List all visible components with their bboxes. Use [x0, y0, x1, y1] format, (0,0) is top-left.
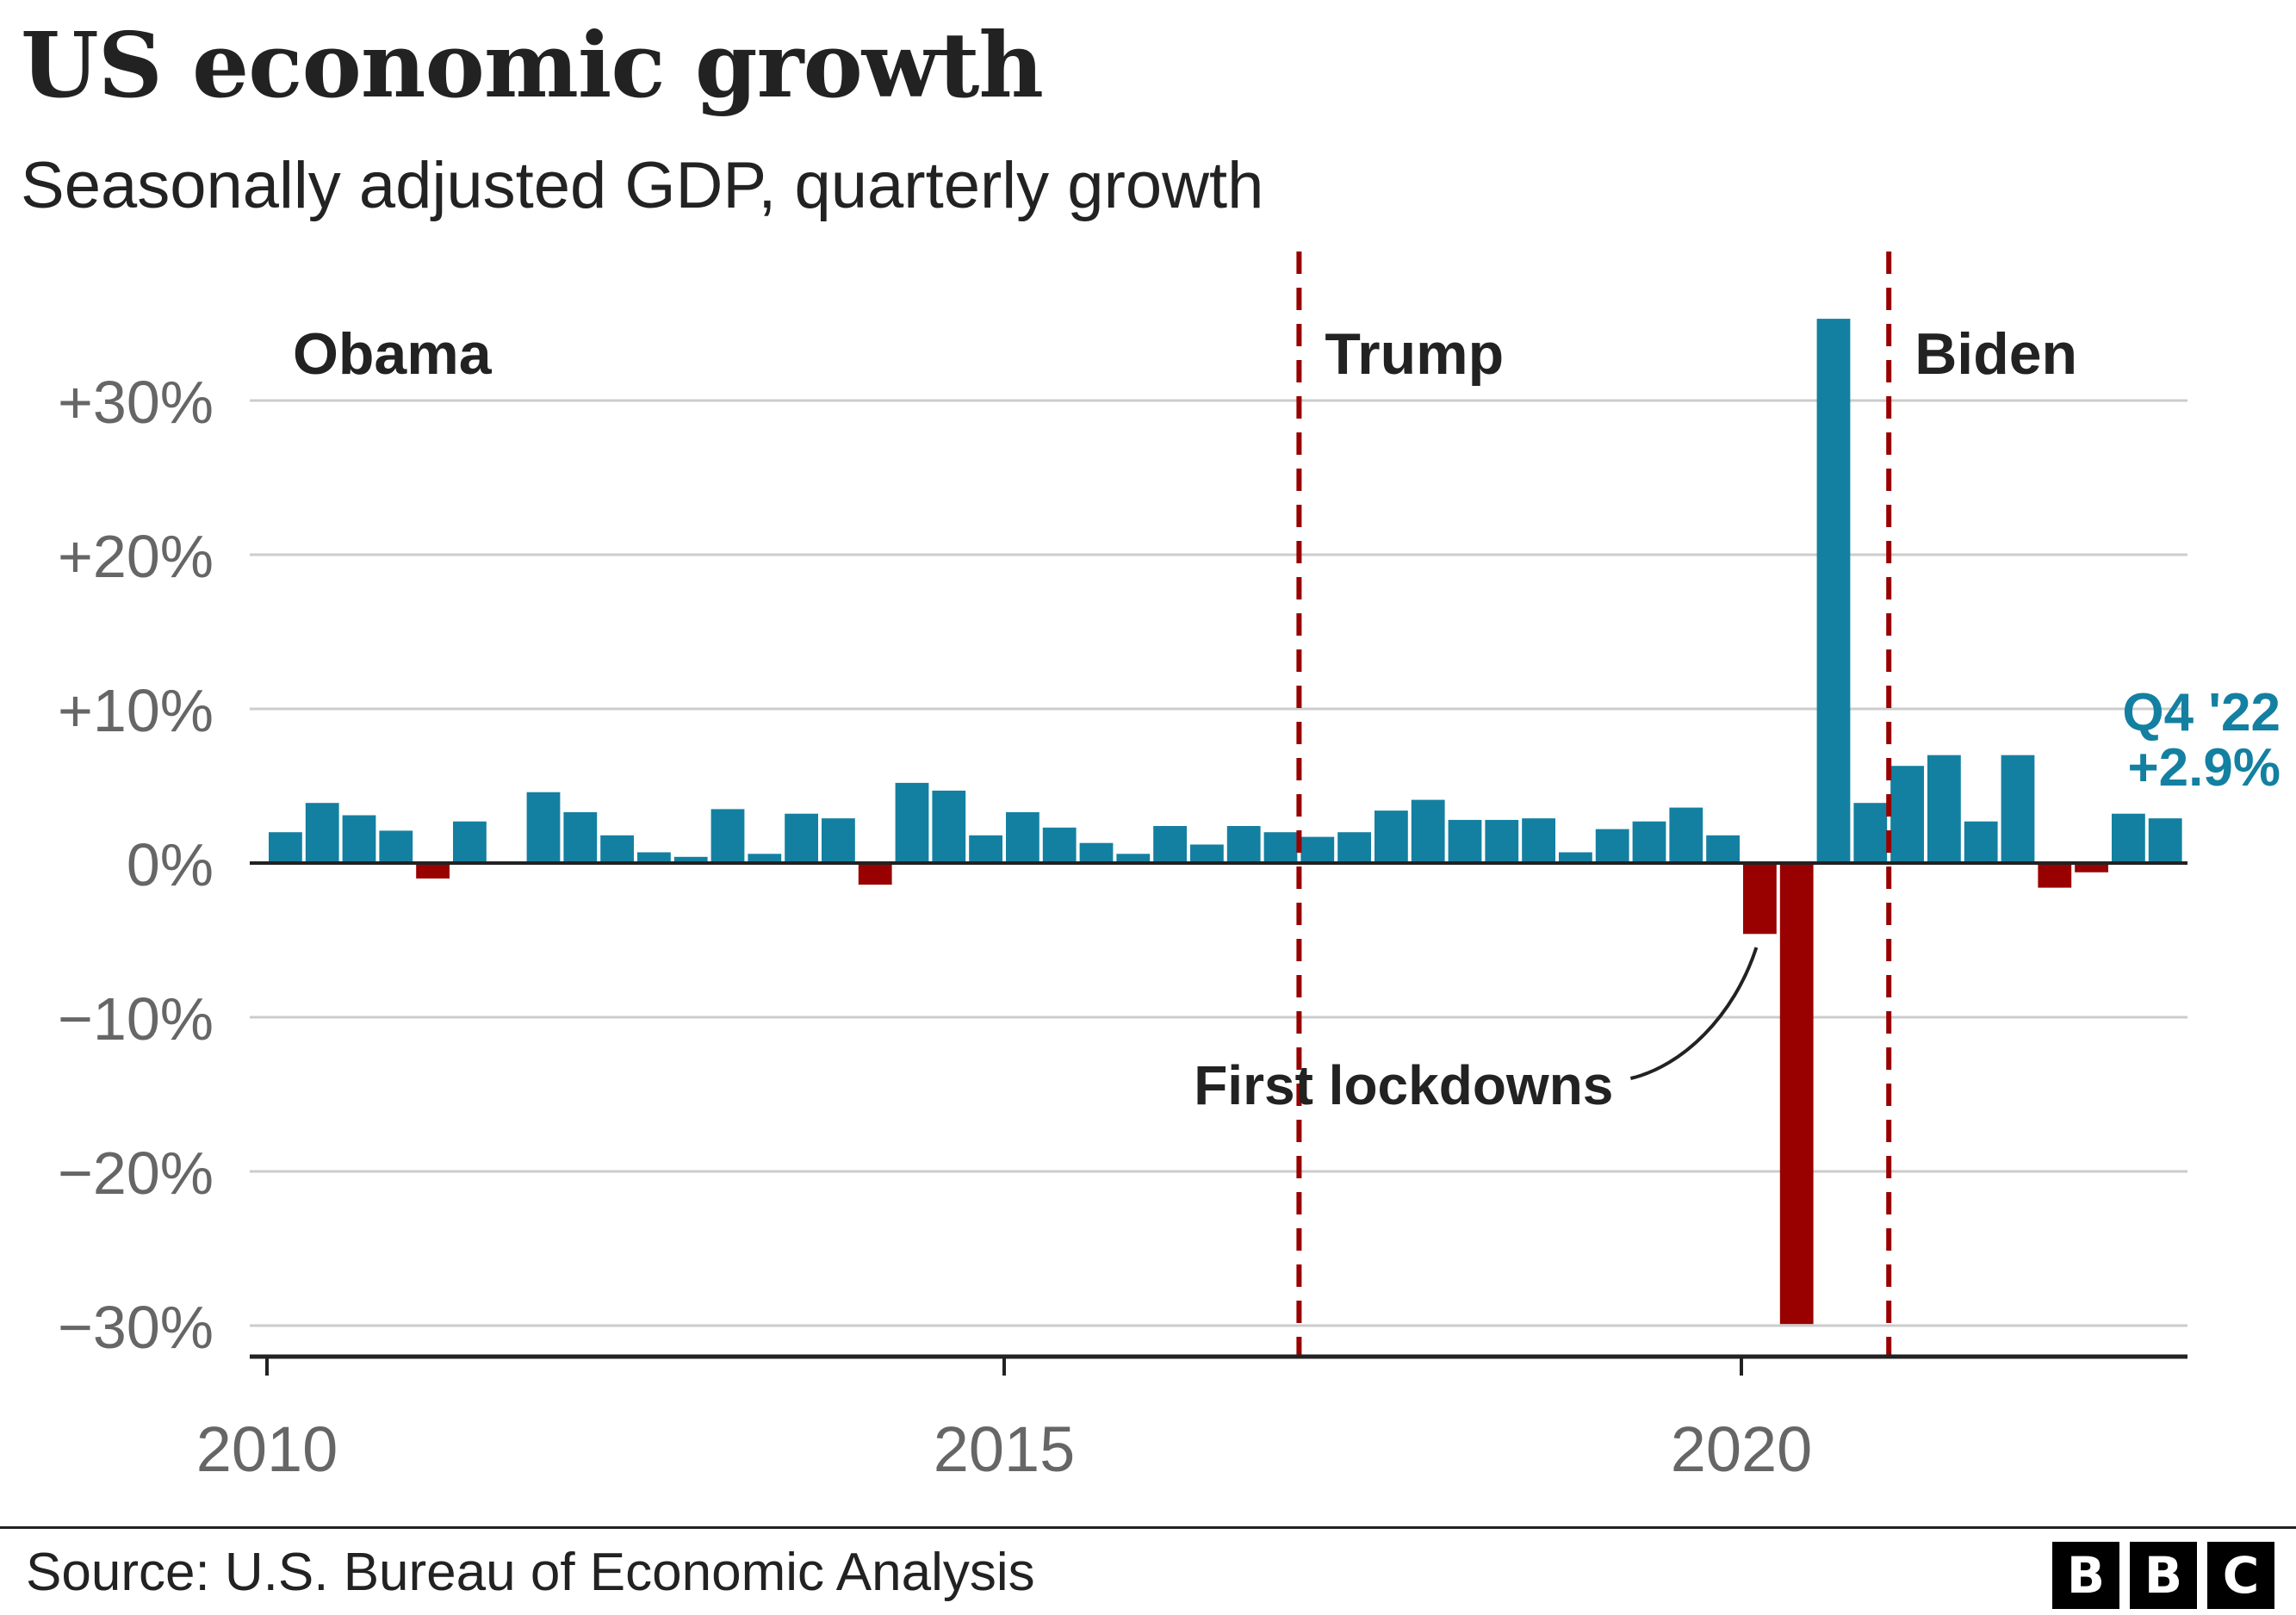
- bar: [379, 830, 413, 863]
- bar: [1042, 827, 1077, 863]
- bar: [1669, 807, 1703, 863]
- bar: [1411, 799, 1445, 863]
- era-labels: Obama Trump Biden: [293, 321, 2077, 387]
- bar: [269, 832, 302, 863]
- bar: [1853, 803, 1888, 863]
- era-label: Biden: [1914, 321, 2077, 387]
- x-tick-label: 2010: [196, 1413, 338, 1485]
- bar: [1337, 832, 1371, 863]
- bar: [2001, 755, 2035, 863]
- bar: [1964, 821, 1998, 863]
- bar: [305, 803, 339, 863]
- bar: [932, 790, 966, 863]
- bar: [2148, 818, 2182, 863]
- source-note: Source: U.S. Bureau of Economic Analysis: [26, 1543, 1035, 1602]
- bar: [1706, 835, 1740, 863]
- bar: [1374, 811, 1408, 863]
- bar: [969, 835, 1002, 863]
- bar: [1595, 829, 1629, 863]
- bar: [822, 818, 855, 863]
- bar: [1779, 863, 1814, 1325]
- bar: [342, 815, 376, 863]
- y-tick-label: 0%: [127, 831, 214, 898]
- chart-subtitle: Seasonally adjusted GDP, quarterly growt…: [21, 149, 1264, 222]
- bar: [1116, 854, 1151, 863]
- bar: [1890, 766, 1924, 863]
- bar: [1448, 819, 1482, 863]
- x-tick-label: 2020: [1671, 1413, 1813, 1485]
- chart-title: US economic growth: [21, 12, 1044, 118]
- bar: [1816, 319, 1851, 864]
- bar: [1559, 852, 1592, 863]
- y-tick-label: +30%: [58, 369, 214, 436]
- bar: [1263, 832, 1298, 863]
- annotations: First lockdowns Q4 '22+2.9%: [1194, 683, 2280, 1116]
- y-tick-label: −30%: [58, 1294, 214, 1361]
- y-tick-label: +20%: [58, 523, 214, 590]
- x-axis-labels: 2010 2015 2020: [196, 1413, 1813, 1485]
- bar: [2075, 863, 2108, 873]
- bar: [1006, 811, 1039, 863]
- y-tick-label: −10%: [58, 985, 214, 1053]
- bar: [1485, 819, 1519, 863]
- bar: [858, 863, 892, 885]
- bar: [2112, 813, 2145, 863]
- y-tick-label: −20%: [58, 1140, 214, 1207]
- bar: [895, 782, 929, 863]
- bar: [563, 811, 598, 863]
- bar: [748, 854, 782, 863]
- bar: [1226, 826, 1261, 863]
- bar: [711, 809, 745, 863]
- annotation-leader: [1629, 947, 1759, 1080]
- bar: [673, 856, 708, 863]
- bar: [2038, 863, 2072, 888]
- footer-divider: [0, 1526, 2296, 1529]
- bar: [1632, 821, 1666, 863]
- bar: [1300, 836, 1335, 863]
- bar: [416, 863, 450, 879]
- bar: [600, 835, 634, 863]
- gdp-growth-chart: +30%+20%+10%0%−10%−20%−30% 2010 2015 2020 …: [58, 252, 2280, 1485]
- annotation-latest-quarter: Q4 '22: [2122, 683, 2280, 742]
- bar: [1522, 818, 1555, 863]
- bar: [785, 813, 818, 863]
- bars: [269, 319, 2182, 1325]
- y-tick-label: +10%: [58, 677, 214, 744]
- grid-lines: [250, 399, 2187, 1327]
- annotation-first-lockdowns: First lockdowns: [1194, 1054, 1613, 1116]
- era-label: Obama: [293, 321, 493, 387]
- era-dividers: [1296, 252, 1892, 1357]
- bar: [637, 852, 671, 863]
- bbc-logo: B B C: [2052, 1542, 2274, 1609]
- era-label: Trump: [1325, 321, 1504, 387]
- logo-letter: B: [2130, 1542, 2197, 1609]
- logo-letter: B: [2052, 1542, 2119, 1609]
- x-tick-label: 2015: [934, 1413, 1076, 1485]
- bar: [453, 821, 487, 863]
- y-axis-labels: +30% +20% +10% 0% −10% −20% −30%: [58, 369, 214, 1361]
- logo-letter: C: [2207, 1542, 2274, 1609]
- axes: [250, 861, 2187, 1376]
- bar: [1190, 844, 1224, 863]
- bar: [1079, 842, 1114, 863]
- annotation-latest-value: +2.9%: [2127, 738, 2280, 798]
- bar: [1743, 863, 1777, 935]
- bar: [1927, 755, 1961, 863]
- bar: [526, 792, 561, 863]
- bar: [1153, 826, 1187, 863]
